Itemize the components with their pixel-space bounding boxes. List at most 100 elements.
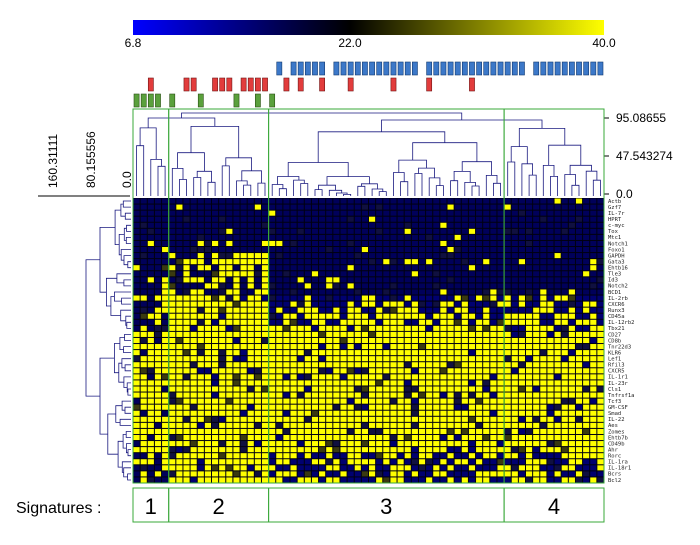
heatmap-cell [575,368,583,374]
heatmap-cell [169,216,176,222]
heatmap-cell [547,477,554,483]
heatmap-cell [304,295,311,301]
heatmap-cell [590,392,597,398]
dendrogram-branch [127,473,131,481]
heatmap-cell [426,368,433,374]
heatmap-cell [190,325,197,331]
heatmap-cell [454,398,461,404]
heatmap-cell [190,331,197,337]
heatmap-cell [575,392,583,398]
heatmap-cell [583,253,590,259]
heatmap-cell [454,216,461,222]
heatmap-cell [254,234,261,240]
heatmap-cell [561,471,568,477]
heatmap-cell [311,477,319,483]
heatmap-cell [233,416,240,422]
heatmap-cell [183,434,190,441]
heatmap-cell [411,313,418,319]
heatmap-cell [440,265,447,271]
heatmap-cell [526,283,533,289]
heatmap-cell [169,271,176,277]
heatmap-cell [461,228,468,234]
heatmap-cell [554,368,561,374]
heatmap-cell [518,374,525,380]
heatmap-cell [369,307,376,313]
heatmap-cell [183,283,190,289]
heatmap-cell [219,228,226,234]
heatmap-cell [433,234,440,240]
heatmap-cell [183,228,190,234]
heatmap-cell [547,350,554,356]
heatmap-cell [190,392,197,398]
heatmap-cell [240,362,247,368]
heatmap-cell [526,337,533,344]
heatmap-cell [219,313,226,319]
heatmap-cell [568,228,575,234]
heatmap-cell [204,344,211,350]
heatmap-cell [147,265,154,271]
heatmap-cell [212,337,219,344]
heatmap-cell [247,283,254,289]
gene-label: Bcrs [608,472,621,478]
heatmap-cell [304,325,311,331]
heatmap-cell [347,331,354,337]
heatmap-cell [597,216,604,222]
heatmap-cell [433,222,440,228]
heatmap-cell [290,410,297,416]
dendrogram-branch [371,188,384,196]
heatmap-cell [369,271,376,277]
heatmap-cell [333,453,340,459]
heatmap-cell [297,247,304,253]
heatmap-cell [290,295,297,301]
heatmap-cell [226,380,233,386]
heatmap-cell [319,240,326,247]
heatmap-cell [226,410,233,416]
heatmap-cell [390,356,397,362]
dendrogram-branch [127,449,131,457]
heatmap-cell [176,216,183,222]
heatmap-cell [397,380,404,386]
heatmap-cell [283,410,290,416]
heatmap-cell [426,380,433,386]
heatmap-cell [212,253,219,259]
heatmap-cell [219,247,226,253]
heatmap-cell [297,204,304,210]
heatmap-cell [561,313,568,319]
heatmap-cell [183,210,190,216]
heatmap-cell [304,277,311,283]
heatmap-cell [183,313,190,319]
dendrogram-branch [414,173,423,196]
heatmap-cell [575,295,583,301]
heatmap-cell [326,374,333,380]
gene-label: IL-12rb2 [608,320,635,326]
dendrogram-branch [343,194,352,196]
heatmap-cell [154,210,162,216]
heatmap-cell [347,459,354,465]
heatmap-cell [476,434,483,441]
heatmap-cell [561,295,568,301]
heatmap-cell [411,253,418,259]
heatmap-cell [269,337,276,344]
heatmap-cell [447,283,454,289]
heatmap-cell [390,337,397,344]
annotation-blue [290,61,297,76]
heatmap-cell [162,259,169,265]
heatmap-cell [340,374,347,380]
heatmap-cell [461,277,468,283]
heatmap-cell [233,289,240,295]
heatmap-cell [376,386,383,392]
heatmap-cell [376,434,383,441]
heatmap-cell [497,447,504,453]
heatmap-cell [212,368,219,374]
heatmap-cell [276,210,283,216]
heatmap-cell [319,465,326,471]
heatmap-cell [540,216,547,222]
heatmap-cell [404,247,411,253]
heatmap-cell [311,198,319,204]
heatmap-cell [504,368,511,374]
heatmap-cell [554,222,561,228]
heatmap-cell [361,234,368,240]
heatmap-cell [311,271,319,277]
heatmap-cell [247,301,254,307]
heatmap-cell [597,265,604,271]
